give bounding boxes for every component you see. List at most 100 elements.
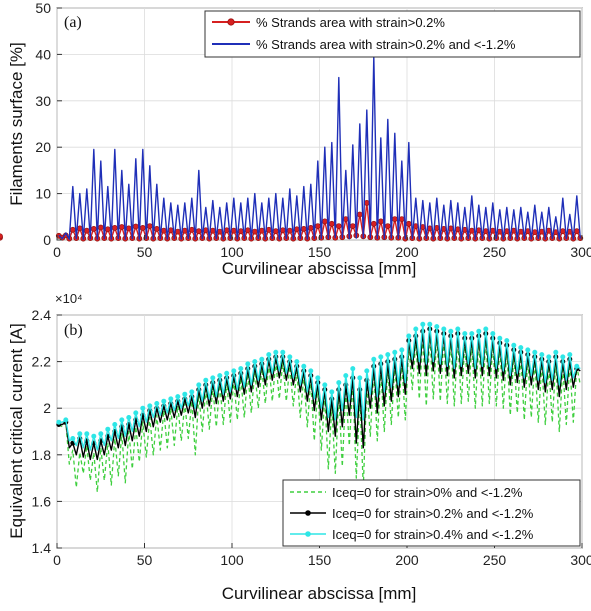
a-y-tick-label: 40 bbox=[35, 46, 51, 62]
b-x-tick-label: 200 bbox=[395, 552, 419, 568]
b-series-3-point bbox=[147, 403, 153, 409]
a-series-1-point bbox=[174, 228, 181, 235]
a-series-1-point bbox=[195, 228, 202, 235]
b-series-3-point bbox=[448, 328, 454, 334]
a-y-tick-label: 20 bbox=[35, 139, 51, 155]
panel-a-chart: 0 50 100 150 200 250 300 0 10 20 30 40 50 (a) Curvil… bbox=[0, 0, 591, 278]
a-x-tick-label: 200 bbox=[395, 244, 419, 260]
b-series-3-point bbox=[497, 335, 503, 341]
b-series-line-1 bbox=[58, 332, 581, 493]
b-series-3-point bbox=[287, 354, 293, 360]
panel-b-y-axis-label: Equivalent critical current [A] bbox=[7, 323, 26, 538]
panel-b-y-multiplier: ×10⁴ bbox=[55, 291, 83, 306]
a-series-1-point bbox=[279, 227, 286, 234]
a-series-1-point bbox=[398, 216, 405, 222]
a-series-1-point bbox=[209, 227, 216, 234]
b-series-3-point bbox=[224, 370, 230, 376]
panel-b-series bbox=[56, 321, 581, 493]
b-series-3-point bbox=[245, 361, 251, 367]
a-series-1-point bbox=[139, 224, 146, 231]
panel-b-ticks: 0 50 100 150 200 250 300 1.4 1.6 1.8 2 2.2 2.4 bbox=[32, 307, 591, 568]
legend-b-entry-3: Iceq=0 for strain>0.4% and <-1.2% bbox=[332, 527, 534, 542]
a-series-1-point bbox=[573, 228, 580, 235]
b-series-3-point bbox=[63, 417, 69, 423]
b-series-3-point bbox=[77, 431, 83, 437]
b-series-3-point bbox=[154, 400, 160, 406]
b-series-3-point bbox=[112, 421, 118, 427]
b-series-3-point bbox=[511, 342, 517, 348]
b-x-tick-label: 0 bbox=[53, 552, 61, 568]
b-series-3-point bbox=[119, 417, 125, 423]
b-x-tick-label: 50 bbox=[137, 552, 153, 568]
a-x-tick-label: 150 bbox=[308, 244, 332, 260]
b-series-3-point bbox=[126, 414, 132, 420]
a-y-tick-label: 30 bbox=[35, 93, 51, 109]
a-x-tick-label: 100 bbox=[220, 244, 244, 260]
a-series-1-point bbox=[244, 227, 251, 234]
b-series-3-point bbox=[84, 431, 90, 437]
b-series-3-point bbox=[70, 435, 76, 441]
b-series-3-point bbox=[217, 373, 223, 379]
a-series-1-point bbox=[230, 227, 237, 234]
b-x-tick-label: 250 bbox=[483, 552, 507, 568]
b-series-3-point bbox=[476, 328, 482, 334]
a-series-1-point bbox=[83, 227, 90, 234]
a-series-1-point bbox=[76, 225, 83, 232]
a-series-1-point bbox=[160, 227, 167, 234]
a-series-1-point bbox=[384, 223, 391, 229]
legend-a-entry-2: % Strands area with strain>0.2% and <-1.… bbox=[256, 37, 516, 52]
b-series-3-point bbox=[322, 382, 328, 388]
b-series-3-point bbox=[560, 354, 566, 360]
b-series-3-point bbox=[105, 426, 111, 432]
b-y-tick-label: 1.6 bbox=[32, 493, 52, 509]
b-series-3-point bbox=[266, 352, 272, 358]
panel-a-legend-box bbox=[204, 10, 581, 58]
a-series-1-point bbox=[559, 228, 566, 235]
a-series-1-point bbox=[300, 225, 307, 232]
a-x-tick-label: 0 bbox=[53, 244, 61, 260]
b-series-3-point bbox=[91, 433, 97, 439]
a-series-1-point bbox=[468, 227, 475, 234]
b-series-3-point bbox=[329, 389, 335, 395]
b-series-3-point bbox=[168, 396, 174, 402]
b-y-tick-label: 2.2 bbox=[32, 354, 52, 370]
b-series-3-point bbox=[182, 391, 188, 397]
b-x-tick-label: 100 bbox=[220, 552, 244, 568]
b-series-3-point bbox=[371, 356, 377, 362]
b-series-3-point bbox=[294, 359, 300, 365]
b-series-3-point bbox=[553, 349, 559, 355]
b-series-3-point bbox=[357, 375, 363, 381]
a-series-1-point bbox=[531, 229, 538, 235]
legend-a-entry-1: % Strands area with strain>0.2% bbox=[256, 15, 445, 30]
b-series-3-point bbox=[189, 389, 195, 395]
b-series-3-point bbox=[140, 405, 146, 411]
a-series-1-point bbox=[356, 211, 363, 218]
a-series-1-point bbox=[132, 223, 139, 230]
b-y-tick-label: 2 bbox=[43, 400, 51, 416]
panel-a-y-axis-label: Filaments surface [%] bbox=[7, 42, 26, 205]
panel-b-legend: Iceq=0 for strain>0% and <-1.2% Iceq=0 f… bbox=[282, 479, 581, 547]
a-y-tick-label: 10 bbox=[35, 186, 51, 202]
b-series-3-point bbox=[462, 331, 468, 337]
b-series-3-point bbox=[385, 352, 391, 358]
a-x-tick-label: 250 bbox=[483, 244, 507, 260]
b-x-tick-label: 300 bbox=[570, 552, 591, 568]
b-series-3-point bbox=[441, 326, 447, 332]
b-series-3-point bbox=[161, 398, 167, 404]
b-series-3-point bbox=[392, 349, 398, 355]
panel-a-series bbox=[0, 56, 584, 242]
b-y-tick-label: 1.4 bbox=[32, 540, 52, 556]
b-series-3-point bbox=[434, 324, 440, 330]
b-y-tick-label: 2.4 bbox=[32, 307, 52, 323]
b-series-3-point bbox=[364, 368, 370, 374]
panel-b-x-axis-label: Curvilinear abscissa [mm] bbox=[222, 584, 417, 603]
panel-b-legend-box bbox=[282, 479, 581, 547]
b-series-3-point bbox=[56, 419, 62, 425]
a-series-1-point bbox=[349, 223, 356, 229]
a-series-1-point bbox=[328, 220, 335, 227]
a-series-1-point bbox=[111, 224, 118, 231]
b-x-tick-label: 150 bbox=[308, 552, 332, 568]
b-series-3-point bbox=[252, 359, 258, 365]
b-series-3-point bbox=[238, 366, 244, 372]
a-series-1-point bbox=[0, 233, 3, 240]
